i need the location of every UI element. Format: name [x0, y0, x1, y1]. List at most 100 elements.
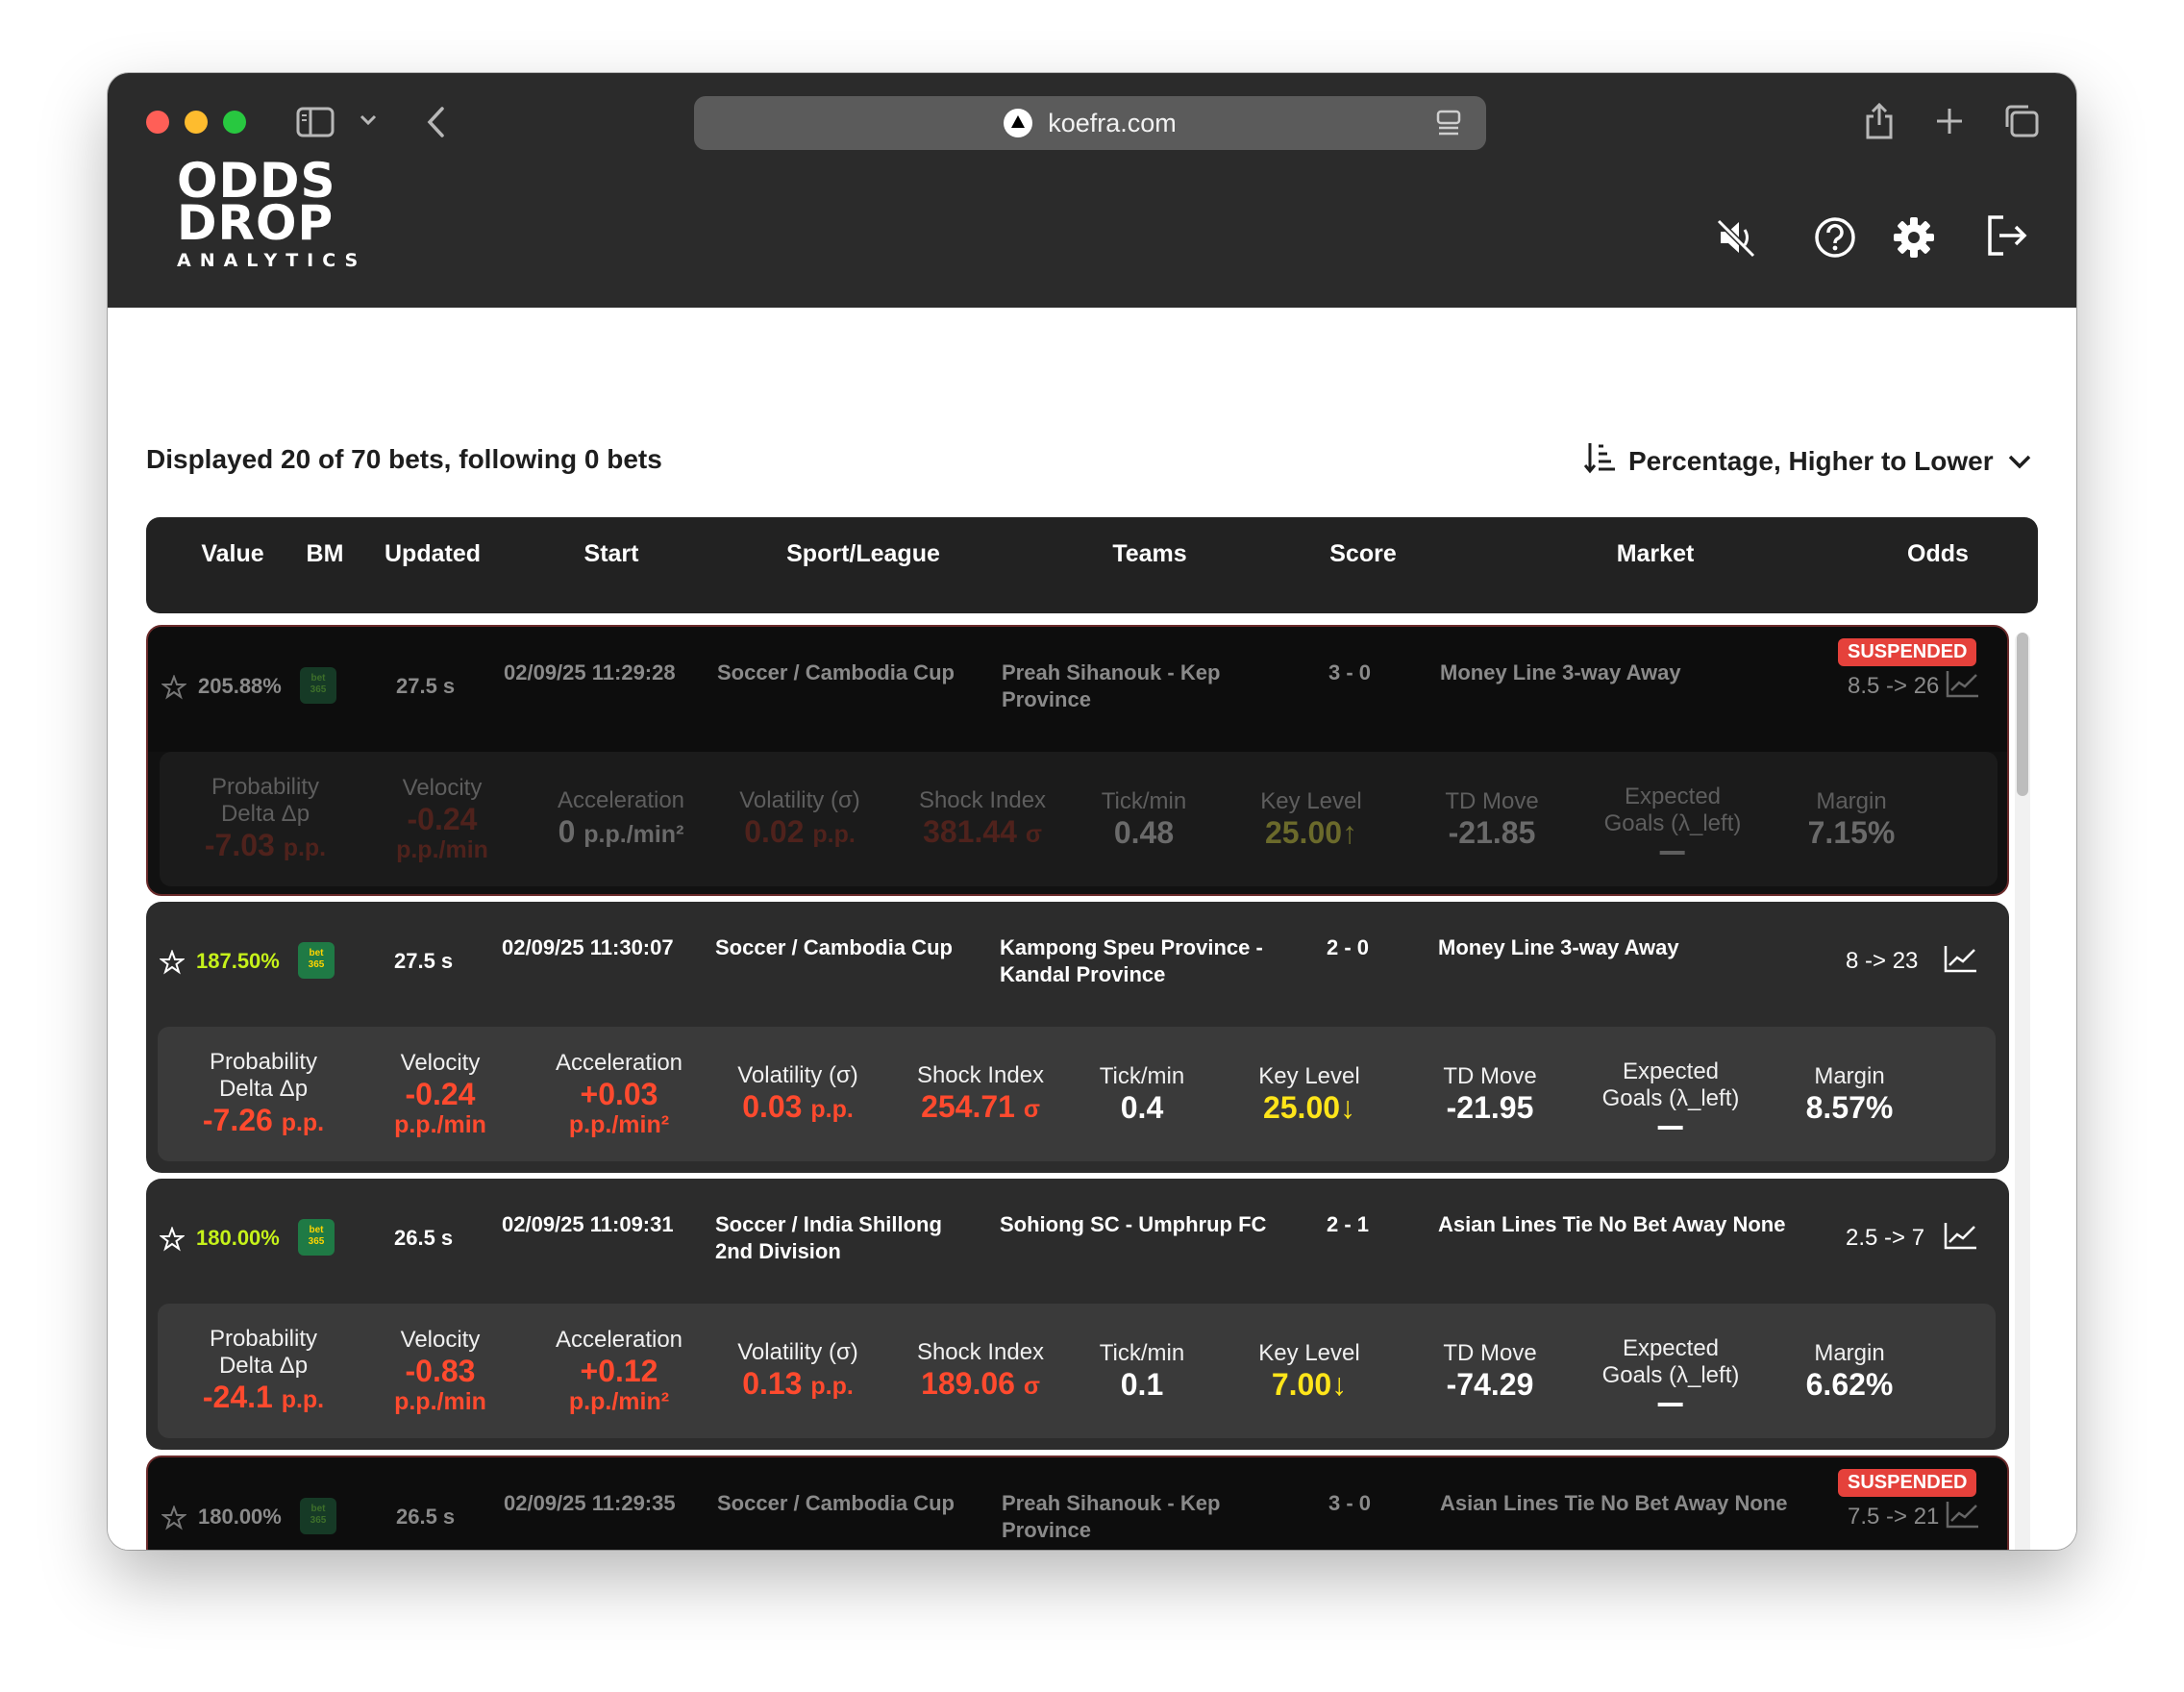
bet-summary	[148, 627, 2007, 752]
bet-metrics: Probability Delta Δp -7.26 p.p. Velocity…	[158, 1027, 1996, 1161]
chart-icon[interactable]	[1946, 669, 1980, 703]
metric-td-move: TD Move -21.95	[1443, 1027, 1536, 1161]
column-header-teams[interactable]: Teams	[1112, 540, 1187, 567]
bet-teams: Preah Sihanouk - Kep Province	[1002, 1491, 1221, 1542]
metric-label: Key Level	[1258, 1063, 1360, 1089]
browser-window: koefra.com ODDS DROP ANALYTICS Displ	[108, 73, 2076, 1550]
column-header-bm[interactable]: BM	[306, 540, 344, 567]
logo-line-2: DROP	[177, 195, 335, 251]
metric-value: -7.26	[202, 1102, 273, 1137]
bet-market: Money Line 3-way Away	[1440, 660, 1681, 684]
bet-league: Soccer / Cambodia Cup	[717, 660, 955, 684]
metric-td-move: TD Move -21.85	[1445, 752, 1538, 886]
url-text: koefra.com	[1048, 108, 1177, 137]
bookmaker-name-1: bet	[309, 1225, 324, 1235]
scroll-thumb[interactable]	[2017, 633, 2028, 796]
close-window-button[interactable]	[146, 111, 169, 134]
metric-value: -7.03	[204, 827, 275, 862]
metric-value: 189.06	[921, 1365, 1015, 1401]
gear-icon[interactable]	[1892, 215, 1936, 264]
bet-row[interactable]: 205.88% bet 365 27.5 s 02/09/25 11:29:28 …	[146, 625, 2009, 896]
metric-value: -0.24	[405, 1076, 476, 1111]
metric-tick-per-min: Tick/min 0.48	[1102, 752, 1186, 886]
metric-label: Tick/min	[1101, 788, 1187, 814]
oddsdrop-logo[interactable]: ODDS DROP ANALYTICS	[177, 157, 366, 271]
bet-odds: 8.5 -> 26	[1848, 673, 1940, 699]
metric-unit: p.p./min	[394, 1387, 486, 1415]
zoom-window-button[interactable]	[223, 111, 246, 134]
address-bar[interactable]: koefra.com	[694, 96, 1486, 150]
metric-unit: σ	[1023, 1372, 1040, 1400]
metric-shock-index: Shock Index 189.06 σ	[917, 1304, 1044, 1438]
metric-label: Probability	[209, 1325, 318, 1352]
column-header-odds[interactable]: Odds	[1907, 540, 1969, 567]
metric-value: 25.00	[1264, 815, 1343, 850]
bookmaker-name-1: bet	[309, 948, 324, 958]
scrollbar[interactable]	[2015, 633, 2030, 1550]
bookmaker-logo: bet 365	[300, 1498, 336, 1534]
bet-league: Soccer / Cambodia Cup	[715, 935, 953, 959]
metric-unit: p.p.	[283, 834, 327, 861]
metric-label: Probability	[209, 1048, 318, 1075]
metric-value: 381.44	[923, 813, 1017, 849]
sort-dropdown[interactable]: Percentage, Higher to Lower	[1583, 440, 2032, 482]
column-header-start[interactable]: Start	[583, 540, 639, 567]
tab-overview-icon[interactable]	[2003, 104, 2040, 143]
metric-value: -21.85	[1448, 815, 1536, 850]
bookmaker-name-2: 365	[308, 959, 325, 970]
metric-label: Tick/min	[1099, 1063, 1185, 1089]
column-header-market[interactable]: Market	[1616, 540, 1695, 567]
column-header-sport-league[interactable]: Sport/League	[786, 540, 940, 567]
metric-unit: p.p.	[810, 1095, 854, 1123]
logout-icon[interactable]	[1984, 213, 2030, 262]
metric-key-level: Key Level 25.00↑	[1260, 752, 1361, 886]
metric-label: Margin	[1816, 788, 1887, 814]
bookmaker-name-2: 365	[310, 684, 327, 695]
metric-label: Margin	[1814, 1340, 1885, 1366]
sort-descending-icon	[1583, 440, 1617, 482]
chart-icon[interactable]	[1946, 1500, 1980, 1533]
metric-unit: p.p./min²	[583, 820, 684, 848]
metric-acceleration: Acceleration +0.03 p.p./min²	[556, 1027, 682, 1161]
mute-icon[interactable]	[1715, 215, 1759, 264]
chart-icon[interactable]	[1944, 944, 1978, 978]
back-icon[interactable]	[425, 106, 446, 143]
bet-market: Asian Lines Tie No Bet Away None	[1440, 1491, 1788, 1515]
metric-value: 0	[558, 813, 576, 849]
chevron-down-icon[interactable]	[360, 113, 377, 132]
bet-metrics: Probability Delta Δp -24.1 p.p. Velocity…	[158, 1304, 1996, 1438]
metric-value: 254.71	[921, 1088, 1015, 1124]
bet-start: 02/09/25 11:09:31	[502, 1212, 674, 1236]
star-icon[interactable]	[161, 1505, 187, 1535]
bet-odds: 7.5 -> 21	[1848, 1504, 1940, 1530]
column-header-updated[interactable]: Updated	[385, 540, 481, 567]
star-icon[interactable]	[159, 949, 186, 980]
metric-value: 7.15%	[1807, 815, 1896, 850]
bet-row[interactable]: 180.00% bet 365 26.5 s 02/09/25 11:29:35 …	[146, 1456, 2009, 1550]
reader-mode-icon[interactable]	[1436, 110, 1461, 141]
column-header-value[interactable]: Value	[201, 540, 264, 567]
metric-acceleration: Acceleration 0 p.p./min²	[558, 752, 684, 886]
bet-row[interactable]: 180.00% bet 365 26.5 s 02/09/25 11:09:31 …	[146, 1179, 2009, 1450]
metric-td-move: TD Move -74.29	[1443, 1304, 1536, 1438]
help-icon[interactable]	[1813, 215, 1857, 264]
star-icon[interactable]	[159, 1226, 186, 1257]
metric-acceleration: Acceleration +0.12 p.p./min²	[556, 1304, 682, 1438]
bets-list[interactable]: 205.88% bet 365 27.5 s 02/09/25 11:29:28 …	[146, 625, 2038, 1550]
bet-updated: 27.5 s	[396, 674, 456, 698]
sidebar-icon[interactable]	[296, 106, 335, 143]
bet-start: 02/09/25 11:30:07	[502, 935, 674, 959]
bet-odds: 8 -> 23	[1846, 948, 1919, 974]
share-icon[interactable]	[1863, 100, 1896, 145]
metric-value: 0.1	[1120, 1367, 1164, 1402]
bet-row[interactable]: 187.50% bet 365 27.5 s 02/09/25 11:30:07 …	[146, 902, 2009, 1173]
chart-icon[interactable]	[1944, 1221, 1978, 1255]
minimize-window-button[interactable]	[185, 111, 208, 134]
new-tab-icon[interactable]	[1934, 106, 1965, 141]
column-header-score[interactable]: Score	[1329, 540, 1397, 567]
metric-shock-index: Shock Index 254.71 σ	[917, 1027, 1044, 1161]
metric-margin: Margin 6.62%	[1806, 1304, 1894, 1438]
key-level-arrow-icon: ↓	[1331, 1367, 1348, 1402]
metric-value: -0.83	[405, 1353, 476, 1388]
star-icon[interactable]	[161, 674, 187, 705]
